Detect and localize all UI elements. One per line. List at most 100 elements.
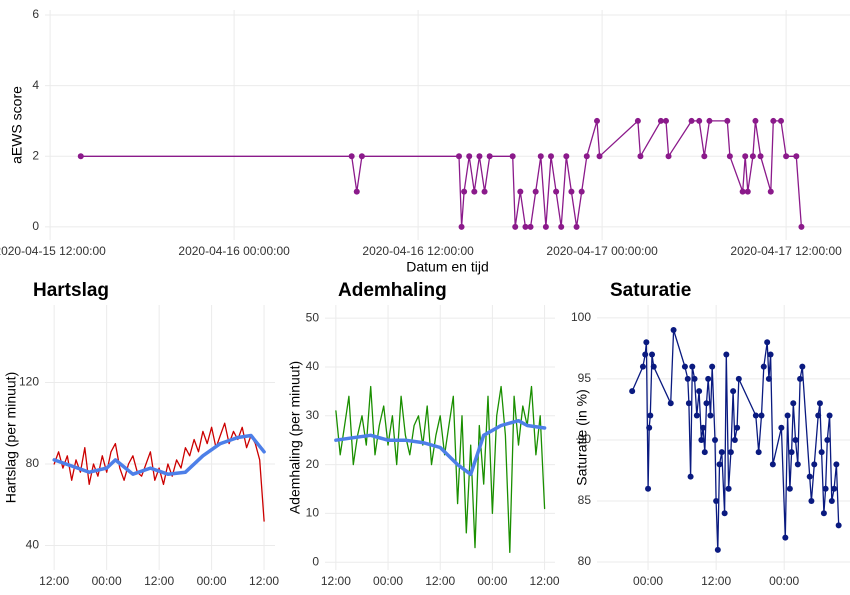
x-tick-label: 00:00 xyxy=(92,574,122,588)
data-point xyxy=(77,153,84,160)
data-point xyxy=(820,510,827,517)
data-point xyxy=(713,498,720,505)
data-point xyxy=(707,412,714,419)
data-point xyxy=(818,449,825,456)
data-point xyxy=(522,223,529,230)
data-point xyxy=(828,498,835,505)
data-point xyxy=(792,436,799,443)
data-point xyxy=(685,400,692,407)
data-point xyxy=(822,485,829,492)
y-tick-label: 95 xyxy=(578,371,592,385)
data-point xyxy=(721,510,728,517)
data-point xyxy=(684,375,691,382)
data-point xyxy=(705,375,712,382)
data-point xyxy=(778,424,785,431)
smooth-line xyxy=(52,433,266,476)
y-tick-label: 40 xyxy=(26,538,40,552)
x-tick-label: 12:00 xyxy=(321,574,351,588)
data-point xyxy=(767,188,774,195)
data-point xyxy=(542,223,549,230)
data-point xyxy=(724,117,731,124)
x-tick-label: 12:00 xyxy=(249,574,279,588)
data-point xyxy=(794,461,801,468)
panel-title: Saturatie xyxy=(610,280,691,301)
data-point xyxy=(784,412,791,419)
y-axis-title: Ademhaling (per minuut) xyxy=(287,361,303,514)
x-tick-label: 12:00 xyxy=(530,574,560,588)
y-tick-label: 30 xyxy=(306,408,320,422)
data-point xyxy=(758,412,765,419)
data-point xyxy=(726,153,733,160)
data-point xyxy=(691,375,698,382)
data-point xyxy=(718,449,725,456)
y-tick-label: 4 xyxy=(32,78,39,92)
x-tick-label: 2020-04-16 12:00:00 xyxy=(362,244,474,258)
data-point xyxy=(548,153,554,160)
data-point xyxy=(645,485,652,492)
data-point xyxy=(711,436,718,443)
data-point xyxy=(742,153,749,160)
data-point xyxy=(688,117,695,124)
data-point xyxy=(752,412,759,419)
data-point xyxy=(573,223,580,230)
data-point xyxy=(790,400,797,407)
x-tick-label: 12:00 xyxy=(144,574,174,588)
data-point xyxy=(816,400,823,407)
data-point xyxy=(714,546,721,553)
data-point xyxy=(348,153,355,160)
y-tick-label: 90 xyxy=(578,432,592,446)
data-point xyxy=(744,188,751,195)
y-tick-label: 2 xyxy=(32,148,39,162)
data-point xyxy=(594,117,600,124)
data-point xyxy=(537,153,544,160)
data-point xyxy=(568,188,575,195)
data-point xyxy=(824,436,831,443)
data-point xyxy=(783,153,790,160)
data-point xyxy=(769,461,776,468)
data-point xyxy=(456,153,462,160)
data-point xyxy=(517,188,524,195)
y-axis-title: Hartslag (per minuut) xyxy=(3,372,19,504)
data-point xyxy=(806,473,813,480)
x-tick-label: 00:00 xyxy=(373,574,403,588)
y-tick-label: 0 xyxy=(312,554,319,568)
y-tick-label: 50 xyxy=(306,310,320,324)
data-point xyxy=(650,363,657,370)
data-point xyxy=(647,412,654,419)
data-point xyxy=(831,485,838,492)
data-point xyxy=(681,363,688,370)
data-point xyxy=(797,375,804,382)
x-tick-label: 00:00 xyxy=(197,574,227,588)
data-point xyxy=(663,117,669,124)
data-point xyxy=(639,363,646,370)
data-point xyxy=(696,388,703,395)
data-point xyxy=(471,188,478,195)
data-point xyxy=(481,188,488,195)
data-point xyxy=(799,363,806,370)
data-point xyxy=(532,188,539,195)
data-point xyxy=(649,351,656,358)
y-axis-title: Saturatie (in %) xyxy=(574,389,590,485)
data-point xyxy=(700,424,707,431)
data-point xyxy=(563,153,570,160)
data-point xyxy=(727,449,734,456)
panel-title: Ademhaling xyxy=(338,280,447,301)
data-point xyxy=(353,188,360,195)
x-tick-label: 2020-04-15 12:00:00 xyxy=(0,244,106,258)
data-point xyxy=(486,153,493,160)
data-point xyxy=(757,153,764,160)
data-point xyxy=(689,363,696,370)
x-tick-label: 2020-04-16 00:00:00 xyxy=(178,244,290,258)
panel-title: Hartslag xyxy=(33,280,109,301)
data-line xyxy=(335,385,546,554)
data-point xyxy=(637,153,644,160)
data-point xyxy=(701,449,708,456)
x-tick-label: 2020-04-17 00:00:00 xyxy=(546,244,658,258)
data-point xyxy=(558,223,565,230)
y-tick-label: 80 xyxy=(26,456,40,470)
data-point xyxy=(701,153,708,160)
data-point xyxy=(476,153,483,160)
data-point xyxy=(749,153,756,160)
data-point xyxy=(578,188,585,195)
